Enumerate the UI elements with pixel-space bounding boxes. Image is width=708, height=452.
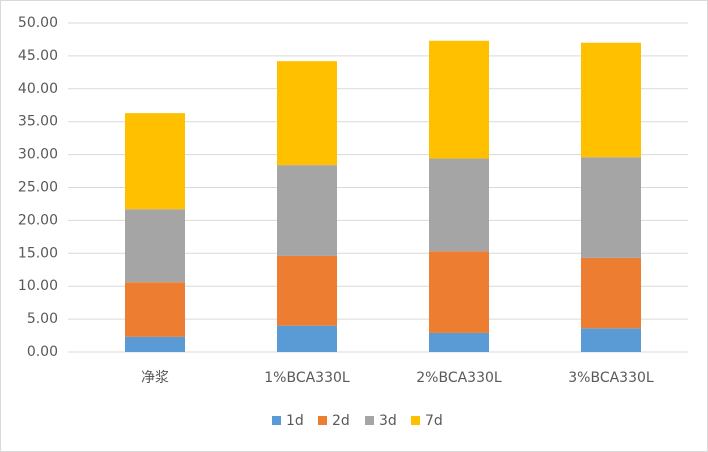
bar-segment [429,158,489,252]
bar-segment [277,165,337,256]
legend-label: 3d [379,413,397,429]
legend-label: 7d [425,413,443,429]
legend-swatch [411,416,420,425]
legend-swatch [272,416,281,425]
bar-segment [429,332,489,352]
legend-label: 2d [332,413,350,429]
y-tick-label: 25.00 [18,180,58,196]
y-tick-label: 0.00 [27,344,58,360]
bar-segment [581,328,641,352]
y-tick-label: 30.00 [18,147,58,163]
bar-segment [277,325,337,352]
x-tick-label: 2%BCA330L [416,370,502,386]
x-tick-label: 净浆 [141,370,169,386]
x-tick-label: 1%BCA330L [264,370,350,386]
y-tick-label: 40.00 [18,81,58,97]
y-tick-label: 35.00 [18,114,58,130]
bar-segment [277,255,337,326]
bar-segment [125,336,185,352]
bar-segment [125,282,185,337]
bar-segment [125,209,185,283]
bar-segment [125,113,185,210]
y-tick-label: 15.00 [18,245,58,261]
bar-segment [581,42,641,158]
y-tick-label: 20.00 [18,212,58,228]
legend-swatch [365,416,374,425]
bar-segment [429,40,489,159]
bar-segment [581,257,641,329]
bar-segment [429,251,489,333]
legend-swatch [318,416,327,425]
bar-segment [277,61,337,166]
y-tick-label: 45.00 [18,48,58,64]
y-tick-label: 50.00 [18,15,58,31]
y-tick-label: 10.00 [18,278,58,294]
x-tick-label: 3%BCA330L [568,370,654,386]
bar-segment [581,157,641,258]
y-tick-label: 5.00 [27,311,58,327]
legend-label: 1d [286,413,304,429]
